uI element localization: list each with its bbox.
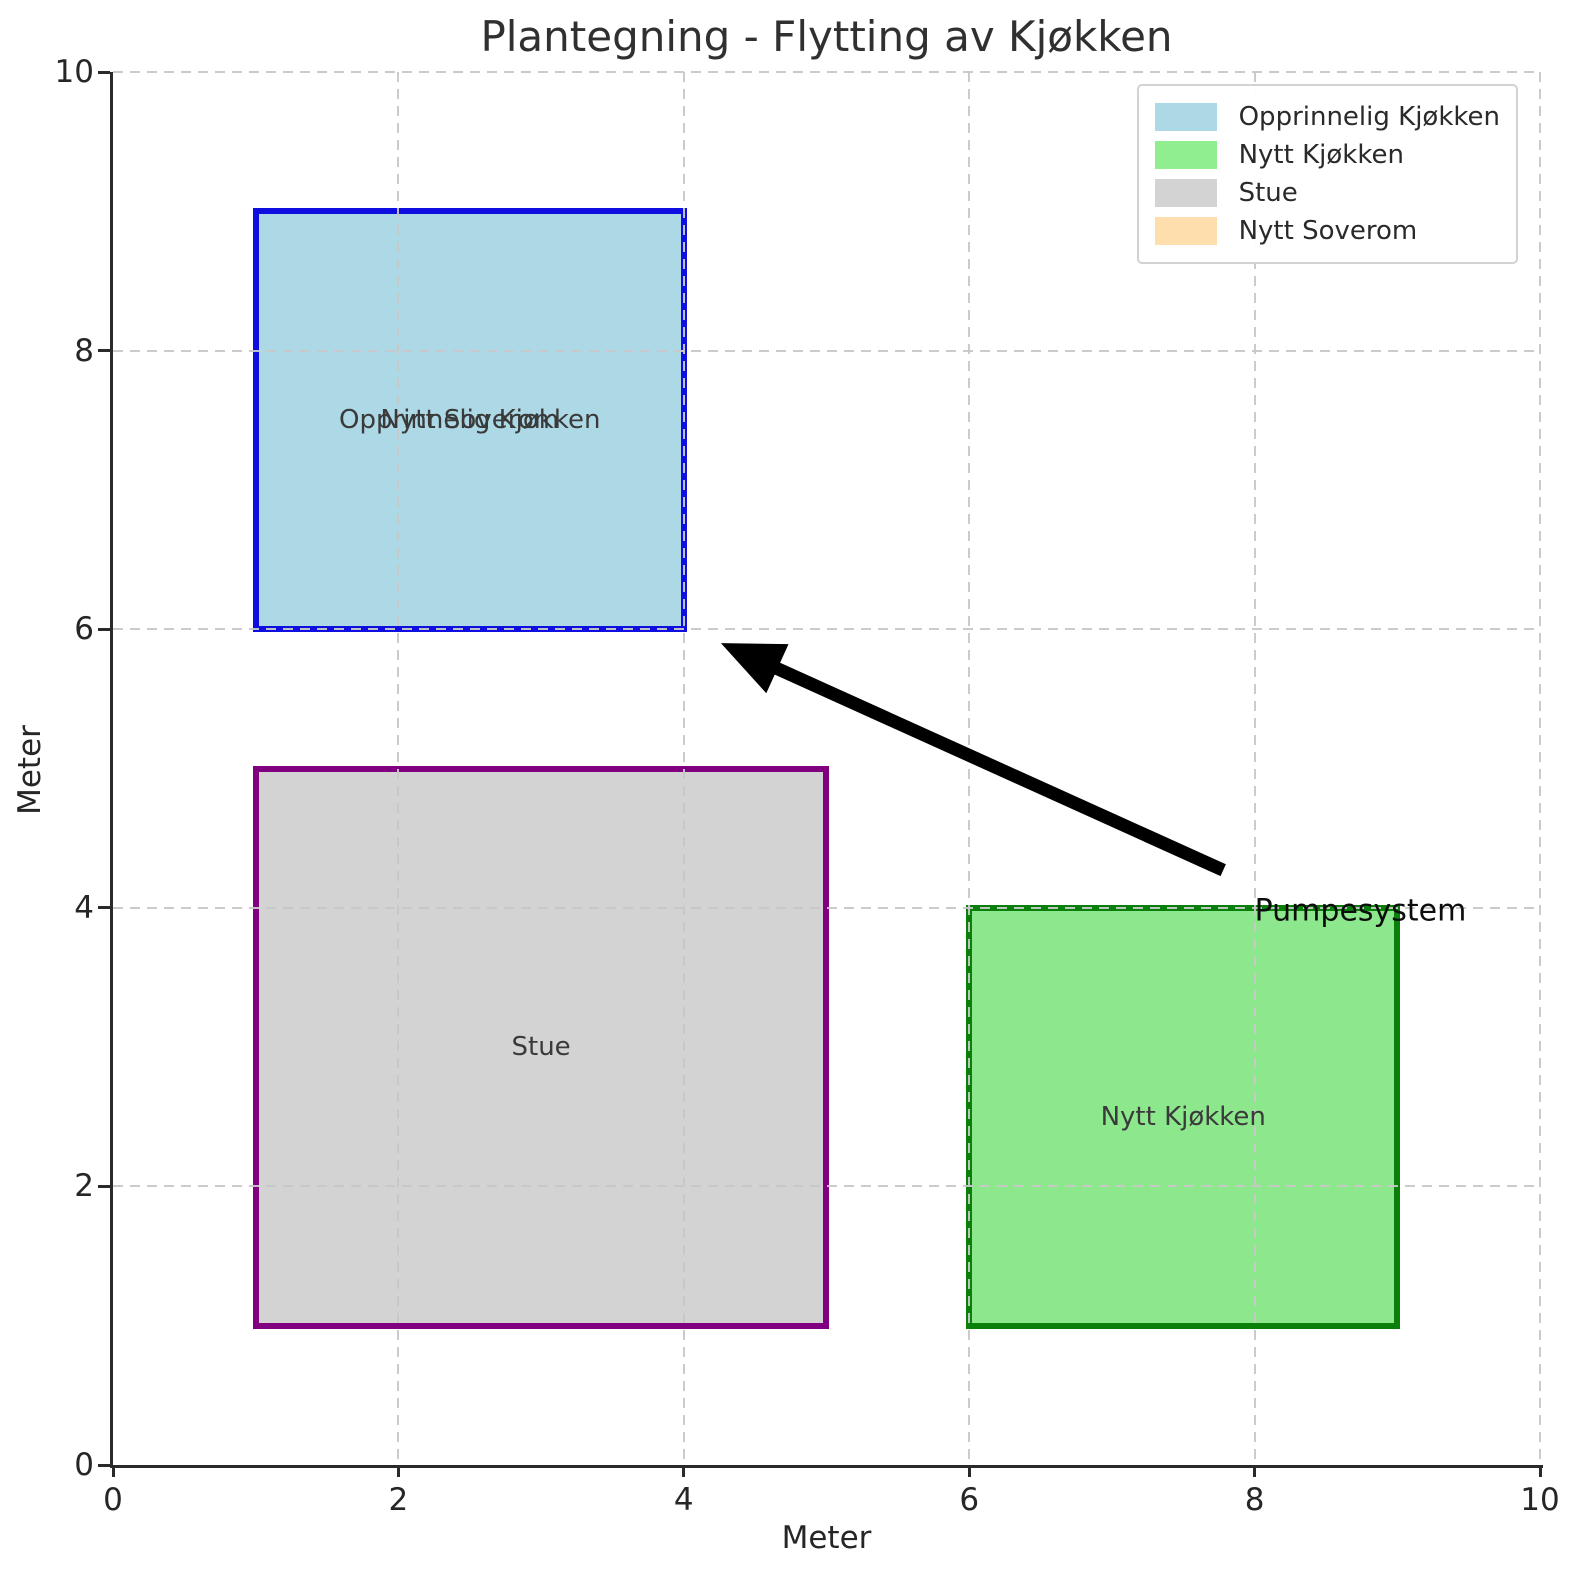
y-tick-label-10: 10 bbox=[54, 54, 94, 90]
x-tick-2 bbox=[396, 1465, 400, 1477]
plot-area: Nytt Soverom Opprinnelig Kjøkken Stue Nytt … bbox=[113, 71, 1541, 1465]
legend-item-0: Opprinnelig Kjøkken bbox=[1154, 98, 1500, 136]
legend-label-2: Stue bbox=[1238, 178, 1298, 208]
legend: Opprinnelig Kjøkken Nytt Kjøkken Stue Nytt … bbox=[1136, 84, 1518, 264]
legend-swatch-1 bbox=[1154, 141, 1217, 169]
x-tick-0 bbox=[111, 1465, 115, 1477]
x-axis-spine bbox=[110, 1465, 1543, 1468]
pump-arrow-shaft bbox=[769, 660, 1226, 877]
room-label-nytt-soverom: Nytt Soverom bbox=[380, 405, 560, 436]
y-tick-8 bbox=[98, 349, 110, 353]
gridline-y-10 bbox=[113, 71, 1540, 73]
y-tick-label-2: 2 bbox=[74, 1168, 94, 1205]
y-tick-label-0: 0 bbox=[74, 1447, 94, 1483]
gridline-x-10 bbox=[1539, 72, 1541, 1465]
x-tick-6 bbox=[967, 1465, 971, 1477]
legend-label-1: Nytt Kjøkken bbox=[1238, 140, 1404, 170]
y-tick-2 bbox=[98, 1184, 110, 1188]
y-tick-label-8: 8 bbox=[74, 332, 94, 369]
chart-title: Plantegning - Flytting av Kjøkken bbox=[480, 12, 1173, 61]
x-tick-label-10: 10 bbox=[1520, 1482, 1560, 1518]
x-tick-4 bbox=[682, 1465, 686, 1477]
x-axis-label: Meter bbox=[781, 1520, 872, 1556]
room-label-opprinnelig-kjokken: Opprinnelig Kjøkken bbox=[339, 405, 601, 436]
room-label-nytt-kjokken: Nytt Kjøkken bbox=[1100, 1101, 1266, 1132]
legend-swatch-3 bbox=[1154, 217, 1217, 245]
legend-swatch-2 bbox=[1154, 179, 1217, 207]
room-label-stue: Stue bbox=[511, 1032, 571, 1063]
x-tick-label-8: 8 bbox=[1244, 1482, 1265, 1518]
x-tick-label-2: 2 bbox=[388, 1482, 409, 1518]
x-tick-label-6: 6 bbox=[959, 1482, 980, 1518]
x-tick-label-4: 4 bbox=[673, 1482, 694, 1518]
legend-item-1: Nytt Kjøkken bbox=[1154, 136, 1500, 174]
y-tick-label-6: 6 bbox=[74, 611, 94, 648]
y-tick-10 bbox=[98, 70, 110, 74]
legend-item-3: Nytt Soverom bbox=[1154, 212, 1500, 250]
x-tick-label-0: 0 bbox=[103, 1482, 123, 1518]
pump-arrow-head bbox=[720, 643, 789, 694]
legend-label-3: Nytt Soverom bbox=[1238, 216, 1418, 246]
legend-item-2: Stue bbox=[1154, 174, 1500, 212]
y-axis-spine bbox=[110, 72, 113, 1468]
y-tick-label-4: 4 bbox=[74, 889, 94, 926]
y-tick-0 bbox=[98, 1463, 110, 1467]
y-tick-6 bbox=[98, 627, 110, 631]
room-stue bbox=[252, 765, 830, 1329]
y-axis-label: Meter bbox=[12, 725, 48, 815]
x-tick-8 bbox=[1253, 1465, 1257, 1477]
legend-label-0: Opprinnelig Kjøkken bbox=[1238, 102, 1500, 132]
y-tick-4 bbox=[98, 906, 110, 910]
room-opprinnelig-kjokken bbox=[252, 208, 687, 633]
annotation-pumpesystem: Pumpesystem bbox=[1254, 893, 1467, 929]
x-tick-10 bbox=[1538, 1465, 1542, 1477]
legend-swatch-0 bbox=[1154, 103, 1217, 131]
